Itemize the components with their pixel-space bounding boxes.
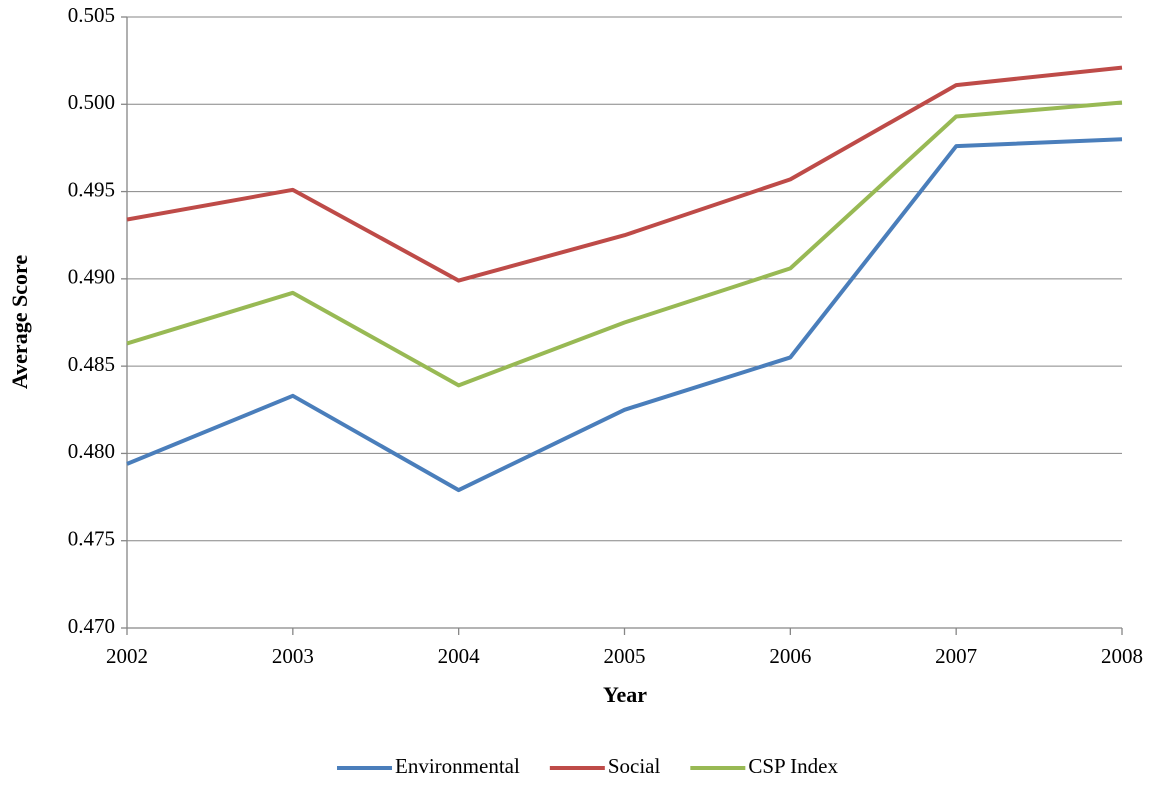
- y-tick-label: 0.505: [68, 3, 115, 27]
- x-tick-label: 2006: [769, 644, 811, 668]
- line: [126, 65, 1123, 283]
- y-tick-label: 0.470: [68, 614, 115, 638]
- x-tick-label: 2005: [604, 644, 646, 668]
- x-tick-label: 2007: [935, 644, 977, 668]
- x-axis-title: Year: [603, 682, 647, 707]
- legend-label: Environmental: [395, 754, 520, 778]
- y-tick-label: 0.475: [68, 527, 115, 551]
- line: [126, 100, 1123, 388]
- y-tick-label: 0.480: [68, 439, 115, 463]
- y-tick-label: 0.495: [68, 177, 115, 201]
- legend-label: Social: [608, 754, 661, 778]
- x-tick-label: 2008: [1101, 644, 1143, 668]
- y-axis-title: Average Score: [7, 255, 32, 389]
- y-tick-label: 0.490: [68, 265, 115, 289]
- x-tick-label: 2004: [438, 644, 481, 668]
- y-tick-label: 0.500: [68, 90, 115, 114]
- y-tick-label: 0.485: [68, 352, 115, 376]
- x-tick-label: 2003: [272, 644, 314, 668]
- x-tick-label: 2002: [106, 644, 148, 668]
- legend-label: CSP Index: [748, 754, 838, 778]
- line: [126, 137, 1123, 493]
